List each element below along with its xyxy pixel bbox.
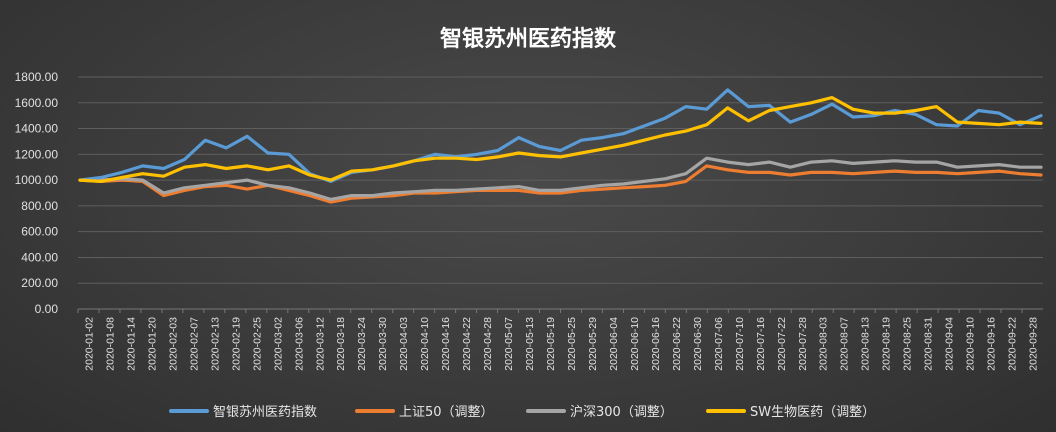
x-tick-label: 2020-09-04	[944, 317, 956, 371]
x-tick-label: 2020-04-03	[398, 317, 410, 371]
series-line-3	[78, 156, 1043, 201]
y-tick-label: 1600.00	[15, 96, 59, 110]
x-tick-label: 2020-03-24	[356, 317, 368, 371]
x-tick-label: 2020-01-20	[146, 317, 158, 371]
x-tick-label: 2020-03-30	[377, 317, 389, 371]
x-tick-label: 2020-08-25	[902, 317, 914, 371]
x-tick-label: 2020-09-28	[1028, 317, 1040, 371]
series-line-4	[78, 95, 1043, 183]
chart-title: 智银苏州医药指数	[440, 26, 617, 52]
legend-label: 上证50（调整）	[399, 405, 494, 420]
x-tick-label: 2020-07-28	[797, 317, 809, 371]
legend-label: SW生物医药（调整）	[750, 405, 875, 420]
series-line-2	[78, 164, 1043, 204]
legend: 智银苏州医药指数 上证50（调整） 沪深300（调整） SW生物医药（调整）	[169, 404, 875, 420]
x-tick-label: 2020-02-19	[230, 317, 242, 371]
x-tick-label: 2020-01-08	[104, 317, 116, 371]
x-tick-label: 2020-02-13	[209, 317, 221, 371]
series-lines	[78, 88, 1043, 204]
y-tick-label: 1400.00	[15, 122, 59, 136]
x-tick-label: 2020-09-16	[986, 317, 998, 371]
x-tick-label: 2020-02-07	[188, 317, 200, 371]
x-tick-label: 2020-04-10	[419, 317, 431, 371]
x-tick-label: 2020-07-22	[776, 317, 788, 371]
x-tick-label: 2020-03-18	[335, 317, 347, 371]
x-tick-label: 2020-06-30	[692, 317, 704, 371]
x-tick-label: 2020-07-10	[734, 317, 746, 371]
x-tick-label: 2020-05-25	[566, 317, 578, 371]
y-tick-label: 1000.00	[15, 173, 59, 187]
y-tick-label: 400.00	[21, 250, 58, 264]
x-tick-label: 2020-01-14	[125, 317, 137, 371]
y-tick-label: 1800.00	[15, 70, 59, 84]
x-tick-label: 2020-08-19	[881, 317, 893, 371]
x-tick-label: 2020-03-12	[314, 317, 326, 371]
y-tick-label: 800.00	[21, 199, 58, 213]
x-tick-label: 2020-03-06	[293, 317, 305, 371]
y-tick-label: 200.00	[21, 276, 58, 290]
x-tick-label: 2020-06-22	[671, 317, 683, 371]
x-tick-label: 2020-02-25	[251, 317, 263, 371]
legend-label: 沪深300（调整）	[570, 404, 673, 420]
x-tick-label: 2020-06-10	[629, 317, 641, 371]
x-tick-label: 2020-02-03	[167, 317, 179, 371]
x-tick-label: 2020-01-02	[83, 317, 95, 371]
x-tick-label: 2020-06-16	[650, 317, 662, 371]
x-tick-label: 2020-04-28	[482, 317, 494, 371]
y-tick-label: 0.00	[35, 302, 59, 316]
y-tick-label: 1200.00	[15, 147, 59, 161]
x-tick-label: 2020-06-04	[608, 317, 620, 371]
x-tick-label: 2020-03-02	[272, 317, 284, 371]
x-tick-label: 2020-05-29	[587, 317, 599, 371]
x-tick-label: 2020-08-03	[818, 317, 830, 371]
legend-label: 智银苏州医药指数	[213, 404, 317, 420]
y-axis-ticks: 0.00 200.00 400.00 600.00 800.00 1000.00 1200.…	[15, 70, 59, 316]
x-tick-label: 2020-05-13	[524, 317, 536, 371]
x-tick-label: 2020-08-13	[860, 317, 872, 371]
x-tick-label: 2020-05-07	[503, 317, 515, 371]
x-tick-label: 2020-04-16	[440, 317, 452, 371]
x-tick-label: 2020-09-22	[1007, 317, 1019, 371]
x-tick-label: 2020-07-06	[713, 317, 725, 371]
x-tick-label: 2020-04-22	[461, 317, 473, 371]
x-axis-ticks: 2020-01-02 2020-01-08 2020-01-14 2020-01-20…	[77, 309, 1040, 371]
x-tick-label: 2020-08-07	[839, 317, 851, 371]
y-tick-label: 600.00	[21, 225, 58, 239]
x-tick-label: 2020-05-19	[545, 317, 557, 371]
x-tick-label: 2020-09-10	[965, 317, 977, 371]
x-tick-label: 2020-08-31	[923, 317, 935, 371]
x-tick-label: 2020-07-16	[755, 317, 767, 371]
